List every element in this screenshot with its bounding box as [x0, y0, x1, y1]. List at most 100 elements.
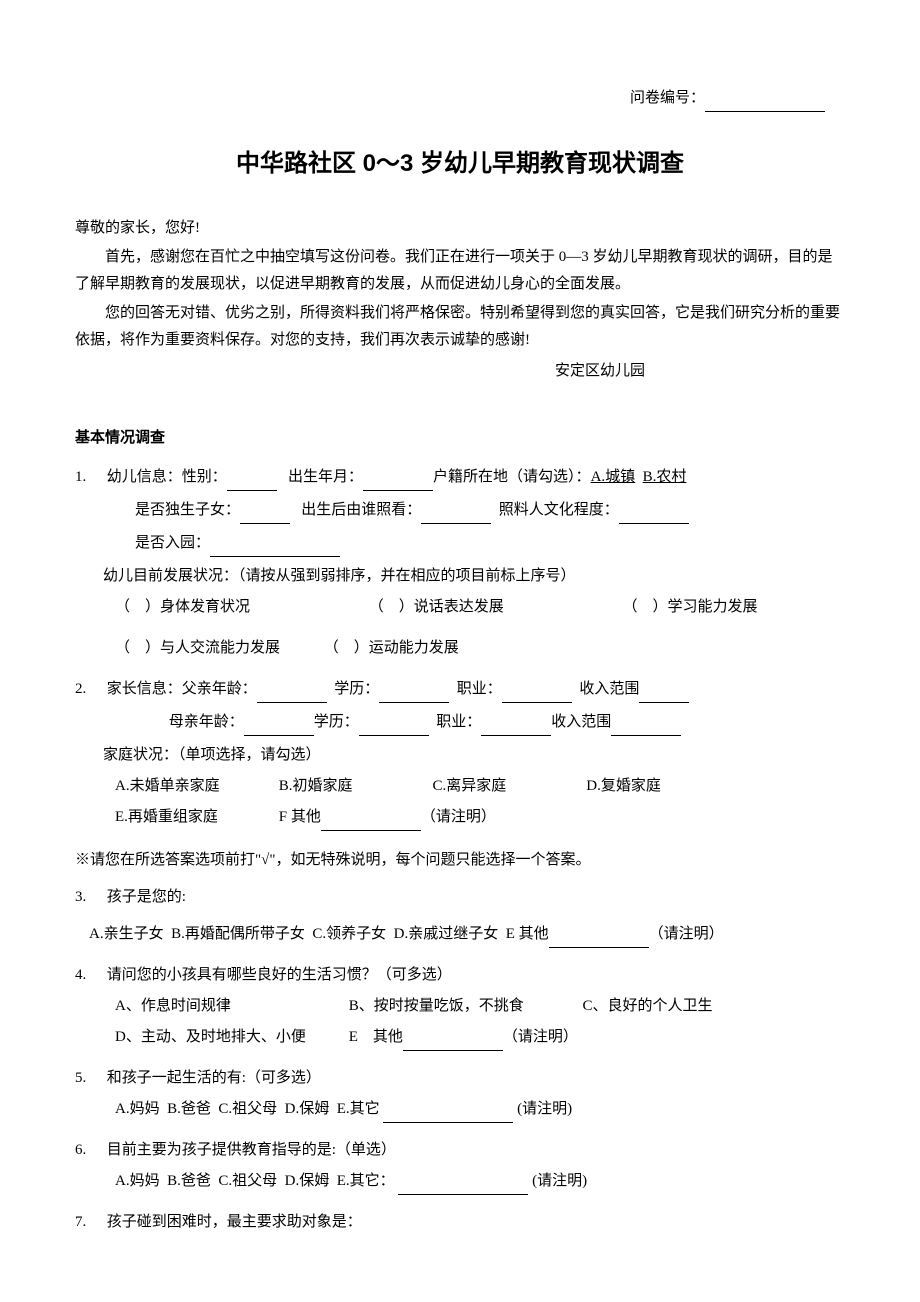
q1-dev1[interactable]: （ ）身体发育状况 [115, 594, 325, 621]
q2-opt-d[interactable]: D.复婚家庭 [586, 773, 661, 800]
q6-opts: A.妈妈 B.爸爸 C.祖父母 D.保姆 E.其它： (请注明) [75, 1168, 845, 1195]
q4-note: （请注明） [503, 1029, 578, 1045]
q2-father-age-input[interactable] [257, 688, 327, 703]
q1-birth-input[interactable] [363, 476, 433, 491]
question-6: 6. 目前主要为孩子提供教育指导的是:（单选） A.妈妈 B.爸爸 C.祖父母 … [75, 1137, 845, 1195]
q1-residence-a[interactable]: A.城镇 [591, 469, 636, 485]
q5-note: (请注明) [517, 1101, 572, 1117]
q3-b[interactable]: B.再婚配偶所带子女 [171, 926, 305, 942]
q6-d[interactable]: D.保姆 [285, 1173, 330, 1189]
q2-mother-age-input[interactable] [244, 721, 314, 736]
q2-opt-a[interactable]: A.未婚单亲家庭 [115, 773, 275, 800]
q1-caregiver-input[interactable] [421, 509, 491, 524]
q2-father-income-input[interactable] [639, 688, 689, 703]
intro-paragraph-2: 您的回答无对错、优劣之别，所得资料我们将严格保密。特别希望得到您的真实回答，它是… [75, 300, 845, 354]
q1-residence-b[interactable]: B.农村 [643, 469, 687, 485]
q1-row3: 是否入园： [75, 530, 845, 557]
q6-number: 6. [75, 1137, 103, 1164]
q2-mother-income-input[interactable] [611, 721, 681, 736]
q5-d[interactable]: D.保姆 [285, 1101, 330, 1117]
q5-b[interactable]: B.爸爸 [167, 1101, 211, 1117]
q1-gender-input[interactable] [227, 476, 277, 491]
q6-c[interactable]: C.祖父母 [218, 1173, 277, 1189]
q1-dev5[interactable]: （ ）运动能力发展 [324, 635, 459, 662]
q1-number: 1. [75, 464, 103, 491]
question-5: 5. 和孩子一起生活的有:（可多选） A.妈妈 B.爸爸 C.祖父母 D.保姆 … [75, 1065, 845, 1123]
q4-number: 4. [75, 962, 103, 989]
q4-e[interactable]: E 其他 [349, 1029, 403, 1045]
q2-mother-edu-label: 学历： [314, 714, 359, 730]
q4-text: 请问您的小孩具有哪些良好的生活习惯？（可多选） [107, 967, 452, 983]
survey-number-field: 问卷编号： [75, 85, 825, 112]
signature: 安定区幼儿园 [75, 358, 845, 385]
q6-note: (请注明) [532, 1173, 587, 1189]
q1-caregiver-edu-label: 照料人文化程度： [499, 502, 619, 518]
q6-b[interactable]: B.爸爸 [167, 1173, 211, 1189]
q2-mother-job-input[interactable] [481, 721, 551, 736]
q1-enrolled-input[interactable] [210, 542, 340, 557]
q2-prefix: 家长信息： [107, 681, 182, 697]
q4-b[interactable]: B、按时按量吃饭，不挑食 [349, 993, 579, 1020]
q2-father-edu-input[interactable] [379, 688, 449, 703]
q2-row2: 母亲年龄：学历： 职业：收入范围 [75, 709, 845, 736]
question-2: 2. 家长信息：父亲年龄： 学历： 职业： 收入范围 母亲年龄：学历： 职业：收… [75, 676, 845, 831]
q5-c[interactable]: C.祖父母 [218, 1101, 277, 1117]
q2-other-input[interactable] [321, 816, 421, 831]
q1-onlychild-label: 是否独生子女： [135, 502, 240, 518]
q2-father-job-input[interactable] [502, 688, 572, 703]
q1-residence-label: 户籍所在地（请勾选）： [433, 469, 591, 485]
q2-opt-b[interactable]: B.初婚家庭 [279, 773, 429, 800]
q7-number: 7. [75, 1209, 103, 1236]
survey-number-blank[interactable] [705, 97, 825, 112]
q5-other-input[interactable] [383, 1108, 513, 1123]
q1-dev2[interactable]: （ ）说话表达发展 [369, 594, 579, 621]
q3-e[interactable]: E 其他 [506, 926, 549, 942]
q2-opt-e[interactable]: E.再婚重组家庭 [115, 804, 275, 831]
q1-dev-status-label: 幼儿目前发展状况：（请按从强到弱排序，并在相应的项目前标上序号） [75, 563, 845, 590]
q1-dev-row1: （ ）身体发育状况 （ ）说话表达发展 （ ）学习能力发展 [75, 594, 845, 621]
question-7: 7. 孩子碰到困难时，最主要求助对象是： [75, 1209, 845, 1236]
instruction: ※请您在所选答案选项前打"√"，如无特殊说明，每个问题只能选择一个答案。 [75, 847, 845, 874]
q3-d[interactable]: D.亲戚过继子女 [394, 926, 499, 942]
q1-gender-label: 性别： [182, 469, 227, 485]
q2-note: （请注明） [421, 809, 496, 825]
q3-text: 孩子是您的: [107, 889, 186, 905]
q2-mother-edu-input[interactable] [359, 721, 429, 736]
survey-number-label: 问卷编号： [630, 90, 705, 106]
q4-other-input[interactable] [403, 1036, 503, 1051]
q2-opt-c[interactable]: C.离异家庭 [433, 773, 583, 800]
q2-father-age-label: 父亲年龄： [182, 681, 257, 697]
q5-a[interactable]: A.妈妈 [115, 1101, 160, 1117]
q3-opts: A.亲生子女 B.再婚配偶所带子女 C.领养子女 D.亲戚过继子女 E 其他 （请… [75, 921, 845, 948]
introduction: 尊敬的家长，您好! 首先，感谢您在百忙之中抽空填写这份问卷。我们正在进行一项关于… [75, 215, 845, 354]
q3-a[interactable]: A.亲生子女 [89, 926, 164, 942]
q2-father-income-label: 收入范围 [579, 681, 639, 697]
question-1: 1. 幼儿信息：性别： 出生年月：户籍所在地（请勾选）：A.城镇 B.农村 是否… [75, 464, 845, 662]
q1-dev3[interactable]: （ ）学习能力发展 [623, 594, 758, 621]
q4-d[interactable]: D、主动、及时地排大、小便 [115, 1024, 345, 1051]
q2-opt-f[interactable]: F 其他 [279, 809, 321, 825]
q1-enrolled-label: 是否入园： [135, 535, 210, 551]
q1-onlychild-input[interactable] [240, 509, 290, 524]
q6-a[interactable]: A.妈妈 [115, 1173, 160, 1189]
q3-other-input[interactable] [549, 933, 649, 948]
q2-father-job-label: 职业： [457, 681, 502, 697]
q6-e[interactable]: E.其它： [337, 1173, 395, 1189]
q6-other-input[interactable] [398, 1180, 528, 1195]
q5-e[interactable]: E.其它 [337, 1101, 380, 1117]
q3-number: 3. [75, 884, 103, 911]
intro-paragraph-1: 首先，感谢您在百忙之中抽空填写这份问卷。我们正在进行一项关于 0—3 岁幼儿早期… [75, 244, 845, 298]
q1-prefix: 幼儿信息： [107, 469, 182, 485]
q4-c[interactable]: C、良好的个人卫生 [583, 993, 713, 1020]
q2-opts-row2: E.再婚重组家庭 F 其他 （请注明） [75, 804, 845, 831]
q4-a[interactable]: A、作息时间规律 [115, 993, 345, 1020]
q3-note: （请注明） [649, 926, 724, 942]
q1-dev4[interactable]: （ ）与人交流能力发展 [115, 635, 280, 662]
q3-c[interactable]: C.领养子女 [312, 926, 386, 942]
q4-opts-row2: D、主动、及时地排大、小便 E 其他 （请注明） [75, 1024, 845, 1051]
question-3: 3. 孩子是您的: A.亲生子女 B.再婚配偶所带子女 C.领养子女 D.亲戚过… [75, 884, 845, 948]
q1-caregiver-edu-input[interactable] [619, 509, 689, 524]
q5-number: 5. [75, 1065, 103, 1092]
document-title: 中华路社区 0～3 岁幼儿早期教育现状调查 [75, 142, 845, 185]
q4-opts-row1: A、作息时间规律 B、按时按量吃饭，不挑食 C、良好的个人卫生 [75, 993, 845, 1020]
